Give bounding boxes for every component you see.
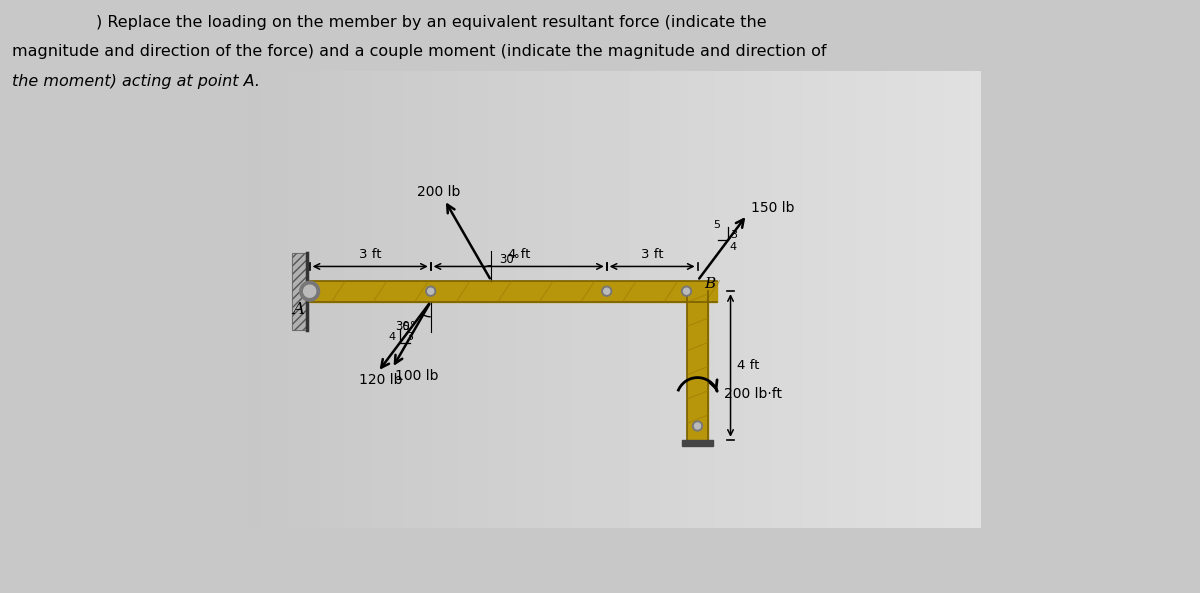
Text: 100 lb: 100 lb (395, 369, 438, 384)
Text: 3 ft: 3 ft (359, 248, 382, 261)
Text: 200 lb: 200 lb (416, 185, 461, 199)
Circle shape (682, 286, 691, 296)
Text: magnitude and direction of the force) and a couple moment (indicate the magnitud: magnitude and direction of the force) an… (12, 44, 827, 59)
Circle shape (427, 288, 433, 294)
Circle shape (604, 288, 610, 294)
Text: 5: 5 (402, 323, 409, 333)
Bar (292, 253, 307, 330)
Bar (310, 280, 716, 302)
Circle shape (304, 285, 316, 297)
Text: B: B (704, 277, 715, 291)
Text: 30°: 30° (499, 253, 520, 266)
Text: 4 ft: 4 ft (508, 248, 530, 261)
Bar (292, 253, 307, 330)
Text: 5: 5 (713, 220, 720, 229)
Text: 3: 3 (407, 332, 414, 342)
Bar (688, 291, 708, 440)
Text: 4: 4 (388, 332, 395, 342)
Text: 3 ft: 3 ft (641, 248, 664, 261)
Text: 200 lb·ft: 200 lb·ft (724, 387, 782, 401)
Text: 120 lb: 120 lb (359, 373, 402, 387)
Circle shape (426, 286, 436, 296)
Text: 150 lb: 150 lb (751, 201, 794, 215)
Circle shape (695, 423, 701, 429)
Text: 3: 3 (730, 229, 737, 240)
Circle shape (692, 421, 702, 431)
Circle shape (300, 281, 319, 301)
Text: 4 ft: 4 ft (737, 359, 760, 372)
Bar (682, 440, 714, 447)
Text: the moment) acting at point A.: the moment) acting at point A. (12, 74, 260, 89)
Text: ) Replace the loading on the member by an equivalent resultant force (indicate t: ) Replace the loading on the member by a… (96, 15, 767, 30)
Circle shape (601, 286, 612, 296)
Circle shape (684, 288, 690, 294)
Text: 4: 4 (730, 242, 737, 252)
Text: A: A (292, 301, 304, 318)
Text: 30°: 30° (395, 320, 415, 333)
